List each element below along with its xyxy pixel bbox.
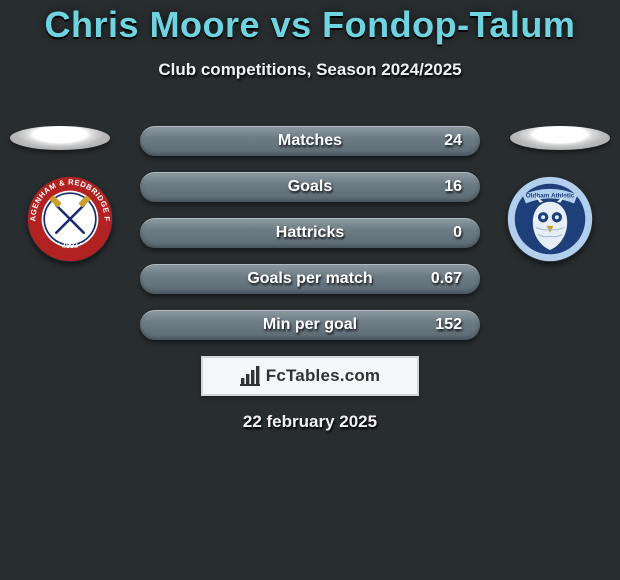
stat-bars: Matches 24 Goals 16 Hattricks 0 Goals pe… xyxy=(140,126,480,356)
stat-label: Matches xyxy=(278,126,342,156)
stat-value: 0.67 xyxy=(431,264,462,294)
stat-value: 24 xyxy=(444,126,462,156)
comparison-widget: Chris Moore vs Fondop-Talum Club competi… xyxy=(0,0,620,580)
stat-value: 16 xyxy=(444,172,462,202)
stat-value: 152 xyxy=(435,310,462,340)
right-player-oval xyxy=(510,126,610,150)
right-side: Oldham Athletic xyxy=(500,120,620,370)
stat-bar-matches: Matches 24 xyxy=(140,126,480,156)
brand-text: FcTables.com xyxy=(266,366,381,386)
page-title: Chris Moore vs Fondop-Talum xyxy=(45,4,576,46)
left-player-oval xyxy=(10,126,110,150)
stat-bar-hattricks: Hattricks 0 xyxy=(140,218,480,248)
bar-chart-icon xyxy=(240,366,262,386)
svg-text:Oldham Athletic: Oldham Athletic xyxy=(526,193,575,200)
oldham-athletic-icon: Oldham Athletic xyxy=(507,176,593,262)
stat-bar-goals-per-match: Goals per match 0.67 xyxy=(140,264,480,294)
stat-label: Goals per match xyxy=(247,264,372,294)
vs-text: vs xyxy=(271,4,312,45)
snapshot-date: 22 february 2025 xyxy=(0,412,620,432)
brand-card[interactable]: FcTables.com xyxy=(201,356,419,396)
stat-label: Min per goal xyxy=(263,310,357,340)
dagenham-redbridge-icon: DAGENHAM & REDBRIDGE FC · 1992 · xyxy=(27,176,113,262)
stat-bar-goals: Goals 16 xyxy=(140,172,480,202)
stat-label: Hattricks xyxy=(276,218,344,248)
stat-label: Goals xyxy=(288,172,332,202)
player-a-name: Chris Moore xyxy=(45,4,261,45)
stat-bar-min-per-goal: Min per goal 152 xyxy=(140,310,480,340)
title-wrap: Chris Moore vs Fondop-Talum xyxy=(0,0,620,46)
player-b-name: Fondop-Talum xyxy=(322,4,575,45)
subtitle: Club competitions, Season 2024/2025 xyxy=(0,60,620,80)
left-club-badge: DAGENHAM & REDBRIDGE FC · 1992 · xyxy=(27,176,113,262)
stat-value: 0 xyxy=(453,218,462,248)
left-side: DAGENHAM & REDBRIDGE FC · 1992 · xyxy=(0,120,120,370)
right-club-badge: Oldham Athletic xyxy=(507,176,593,262)
